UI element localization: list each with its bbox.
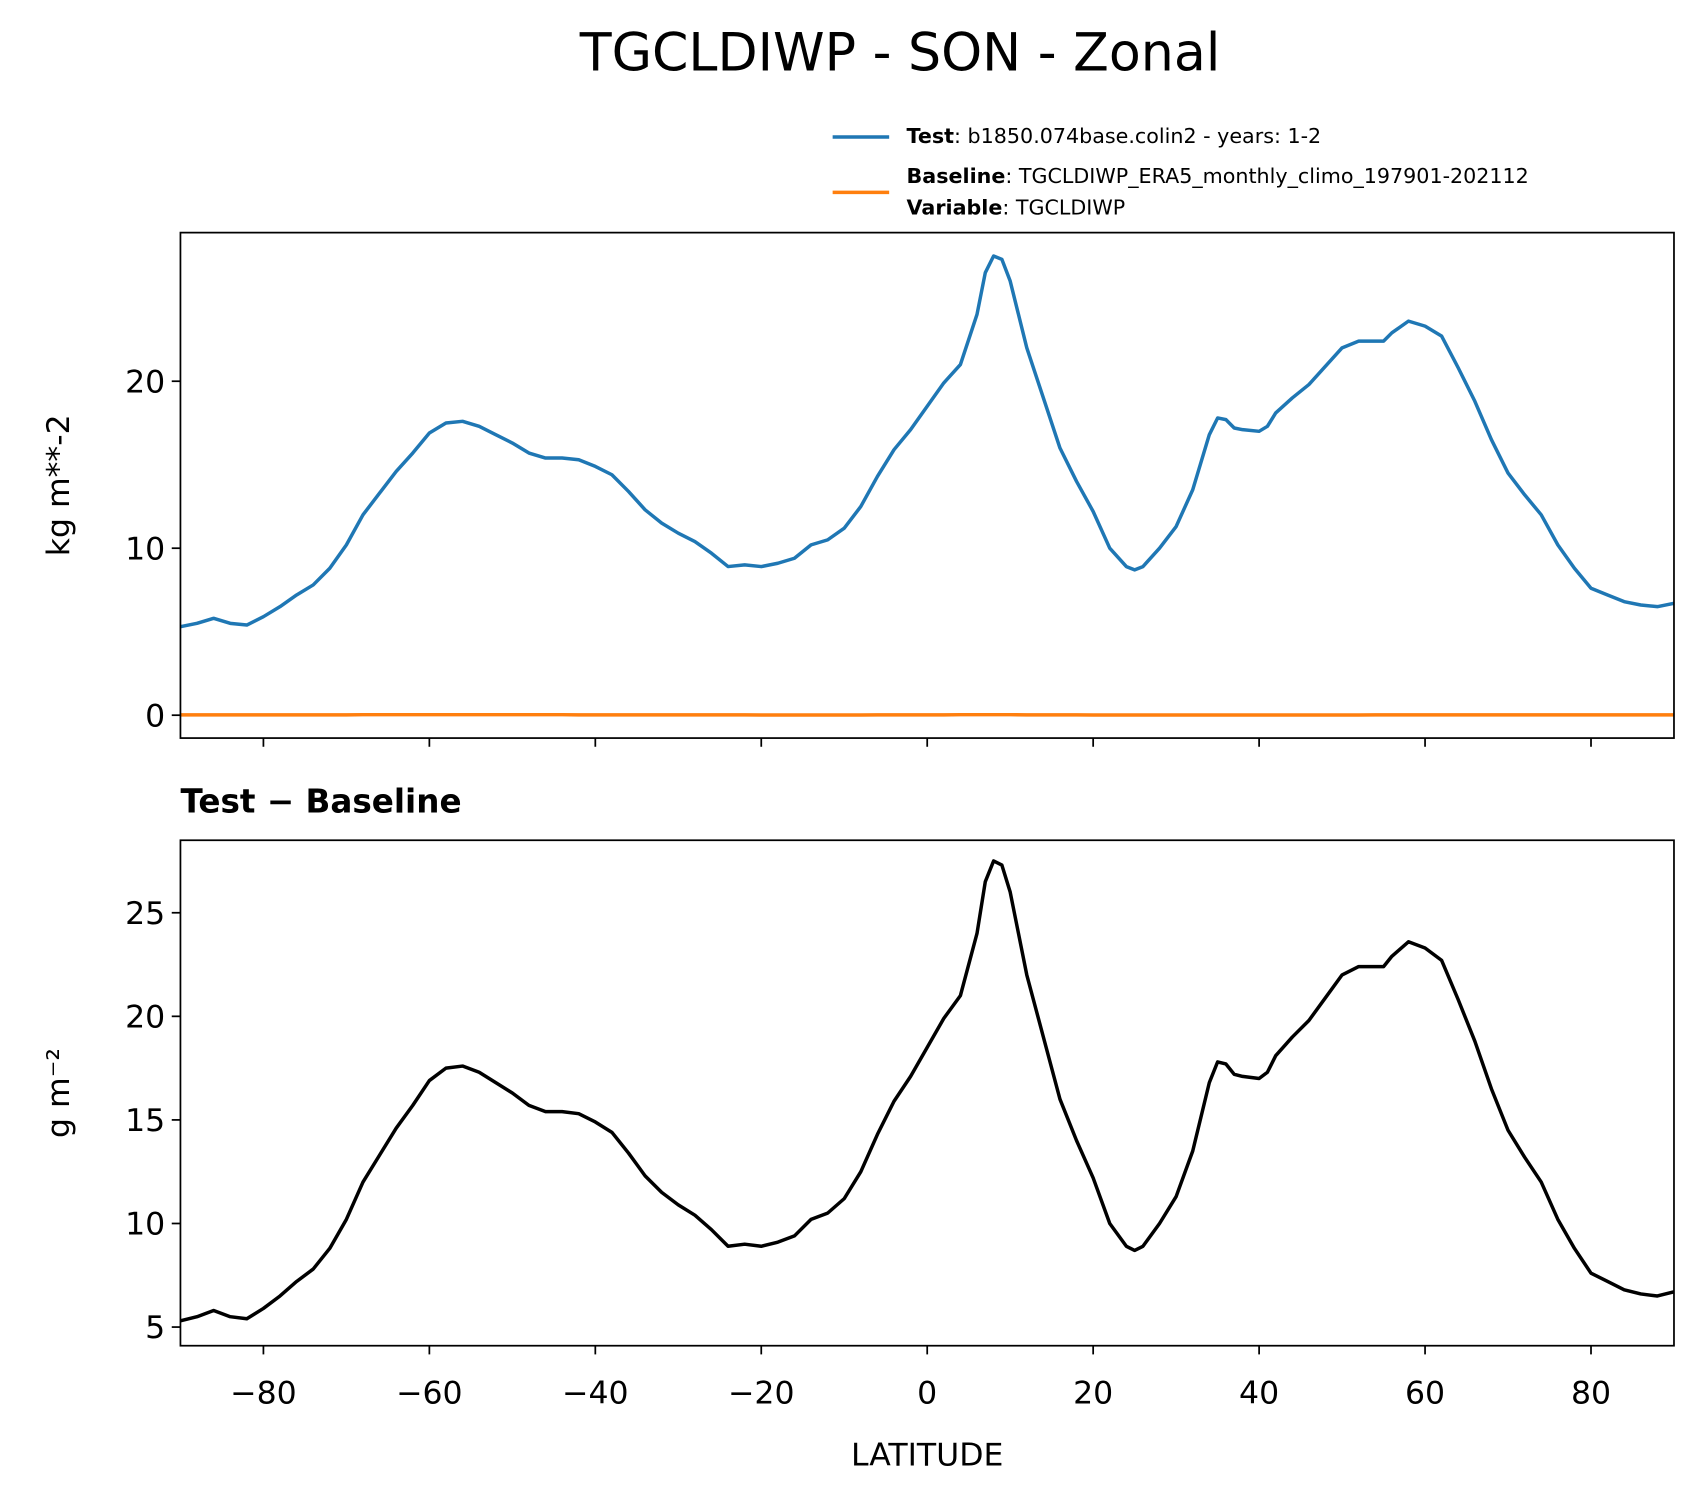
- y-tick-label: 10: [125, 531, 165, 567]
- legend-description: : b1850.074base.colin2 - years: 1-2: [954, 124, 1321, 148]
- legend-description: : TGCLDIWP_ERA5_monthly_climo_197901-202…: [1005, 164, 1528, 189]
- y-tick-label: 20: [125, 364, 165, 400]
- legend-name: Baseline: [907, 164, 1006, 188]
- y-tick-label: 20: [125, 1000, 165, 1036]
- legend-entry: Baseline: TGCLDIWP_ERA5_monthly_climo_19…: [907, 164, 1529, 189]
- y-axis-label: g m⁻²: [41, 1048, 77, 1138]
- y-axis-label: kg m**-2: [41, 414, 77, 556]
- x-tick-label: 60: [1405, 1376, 1445, 1412]
- legend-description: : TGCLDIWP: [1002, 196, 1125, 220]
- x-tick-label: 0: [917, 1376, 937, 1412]
- legend-entry: Test: b1850.074base.colin2 - years: 1-2: [907, 124, 1322, 148]
- plot-frame: [179, 839, 1675, 1347]
- data-line: [180, 859, 1675, 1323]
- x-tick-label: 40: [1239, 1376, 1279, 1412]
- y-tick-label: 10: [125, 1207, 165, 1243]
- x-tick-label: −20: [728, 1376, 795, 1412]
- y-tick-label: 15: [125, 1103, 165, 1139]
- data-line: [180, 254, 1675, 629]
- x-tick-label: −80: [230, 1376, 297, 1412]
- legend-name: Test: [907, 124, 955, 148]
- x-tick-label: −40: [562, 1376, 629, 1412]
- chart-title: TGCLDIWP - SON - Zonal: [579, 24, 1221, 84]
- y-tick-label: 0: [145, 698, 165, 734]
- x-tick-label: 80: [1571, 1376, 1611, 1412]
- legend-entry: Variable: TGCLDIWP: [907, 196, 1126, 220]
- y-tick-label: 5: [145, 1310, 165, 1346]
- y-tick-label: 25: [125, 896, 165, 932]
- legend-name: Variable: [907, 196, 1003, 220]
- plot-frame: [179, 231, 1675, 739]
- x-axis-label: LATITUDE: [851, 1438, 1003, 1474]
- subplot-title: Test − Baseline: [180, 782, 461, 820]
- figure: TGCLDIWP - SON - Zonal 0 10 20 kg m**-2 5 10 1…: [41, 24, 1675, 1474]
- x-tick-label: 20: [1073, 1376, 1113, 1412]
- x-tick-label: −60: [396, 1376, 463, 1412]
